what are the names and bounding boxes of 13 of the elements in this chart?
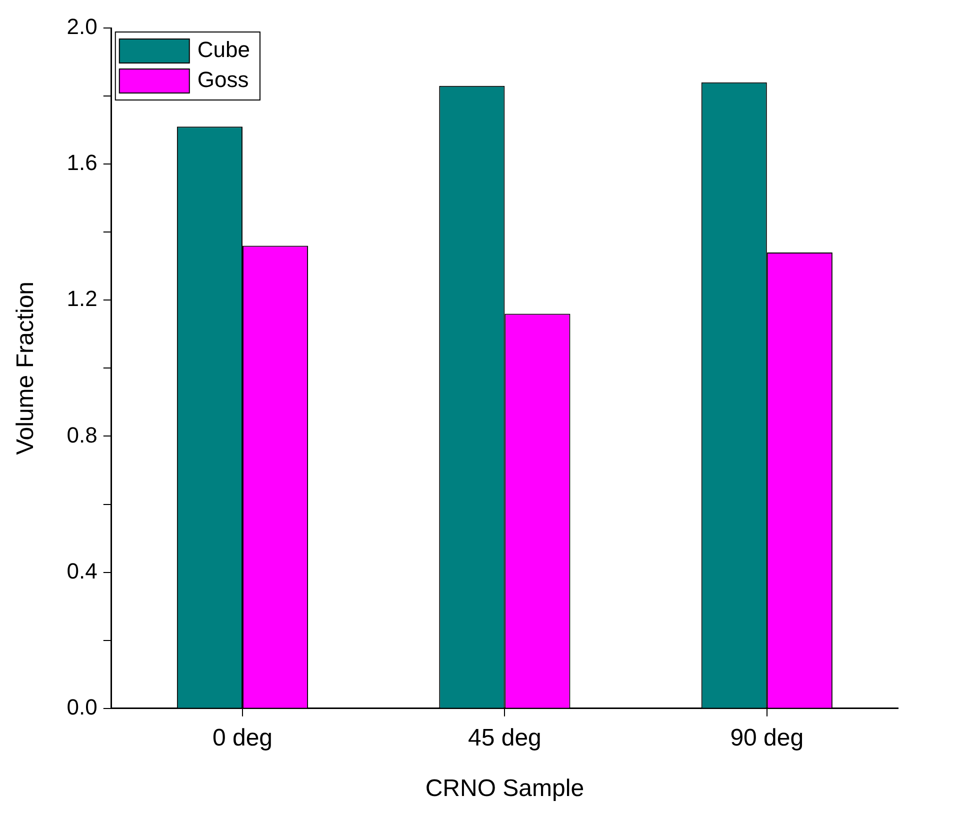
x-tick-label: 45 deg [468, 724, 542, 752]
x-axis-title: CRNO Sample [425, 775, 584, 802]
y-tick-label: 1.2 [66, 286, 98, 312]
y-tick-label: 0.0 [66, 694, 98, 720]
y-axis-title: Volume Fraction [12, 281, 40, 455]
y-tick-label: 2.0 [66, 14, 98, 40]
y-tick-label: 0.8 [66, 422, 98, 448]
y-tick-label: 0.4 [66, 558, 98, 584]
x-tick-label: 90 deg [730, 724, 804, 752]
x-tick-label: 0 deg [212, 724, 273, 752]
legend-label: Goss [197, 67, 249, 92]
legend-label: Cube [197, 37, 250, 62]
y-tick-label: 1.6 [66, 150, 98, 176]
